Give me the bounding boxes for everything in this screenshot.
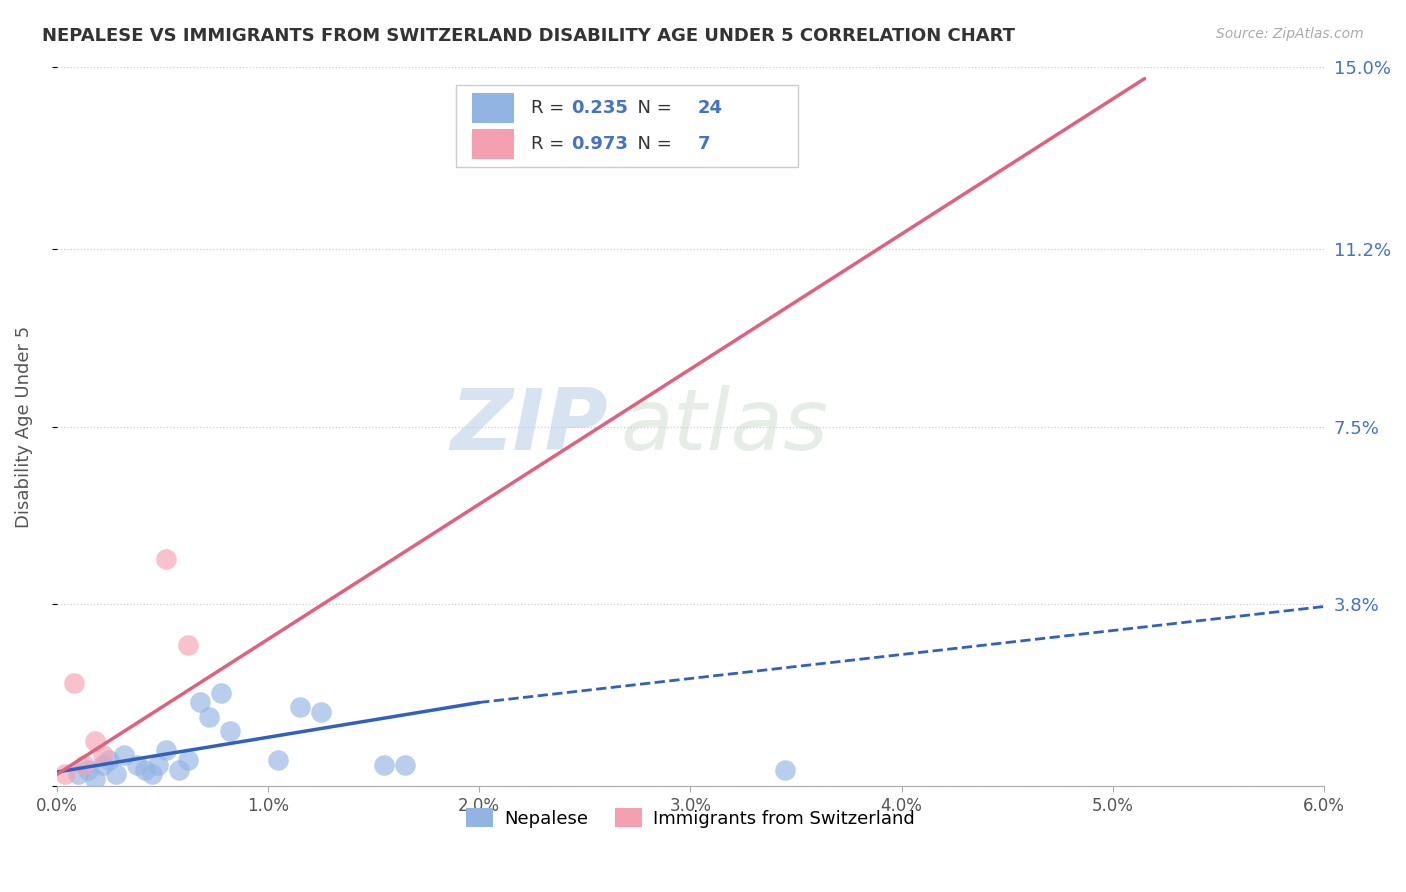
Point <box>104 767 127 781</box>
Text: 0.235: 0.235 <box>571 99 628 117</box>
FancyBboxPatch shape <box>472 128 515 159</box>
Point <box>62 676 84 690</box>
Text: N =: N = <box>626 135 683 153</box>
Point <box>155 743 177 757</box>
Point <box>91 748 114 763</box>
Point <box>309 705 332 719</box>
Point <box>146 757 169 772</box>
Point <box>167 763 190 777</box>
Point <box>53 767 76 781</box>
Point <box>188 696 211 710</box>
Point <box>176 753 198 767</box>
Legend: Nepalese, Immigrants from Switzerland: Nepalese, Immigrants from Switzerland <box>458 801 922 835</box>
Point <box>176 638 198 652</box>
Point <box>141 767 163 781</box>
Point <box>73 757 96 772</box>
Point <box>83 734 105 748</box>
Text: R =: R = <box>530 99 569 117</box>
Text: 24: 24 <box>697 99 723 117</box>
Point <box>98 753 121 767</box>
Point <box>77 763 100 777</box>
Point <box>125 757 148 772</box>
Point <box>373 757 395 772</box>
Point <box>155 551 177 566</box>
Point <box>134 763 156 777</box>
Text: N =: N = <box>626 99 678 117</box>
Point <box>288 700 311 714</box>
Text: NEPALESE VS IMMIGRANTS FROM SWITZERLAND DISABILITY AGE UNDER 5 CORRELATION CHART: NEPALESE VS IMMIGRANTS FROM SWITZERLAND … <box>42 27 1015 45</box>
Point <box>91 757 114 772</box>
Point <box>112 748 135 763</box>
Point <box>775 763 797 777</box>
Text: 7: 7 <box>697 135 710 153</box>
Text: ZIP: ZIP <box>450 385 607 468</box>
Point <box>218 724 240 739</box>
FancyBboxPatch shape <box>472 93 515 123</box>
Text: R =: R = <box>530 135 569 153</box>
Text: atlas: atlas <box>620 385 828 468</box>
Point <box>209 686 232 700</box>
Text: Source: ZipAtlas.com: Source: ZipAtlas.com <box>1216 27 1364 41</box>
Point <box>66 767 89 781</box>
Point <box>267 753 290 767</box>
FancyBboxPatch shape <box>456 85 799 168</box>
Point <box>83 772 105 787</box>
Point <box>394 757 416 772</box>
Text: 0.973: 0.973 <box>571 135 628 153</box>
Point <box>197 710 219 724</box>
Y-axis label: Disability Age Under 5: Disability Age Under 5 <box>15 326 32 528</box>
